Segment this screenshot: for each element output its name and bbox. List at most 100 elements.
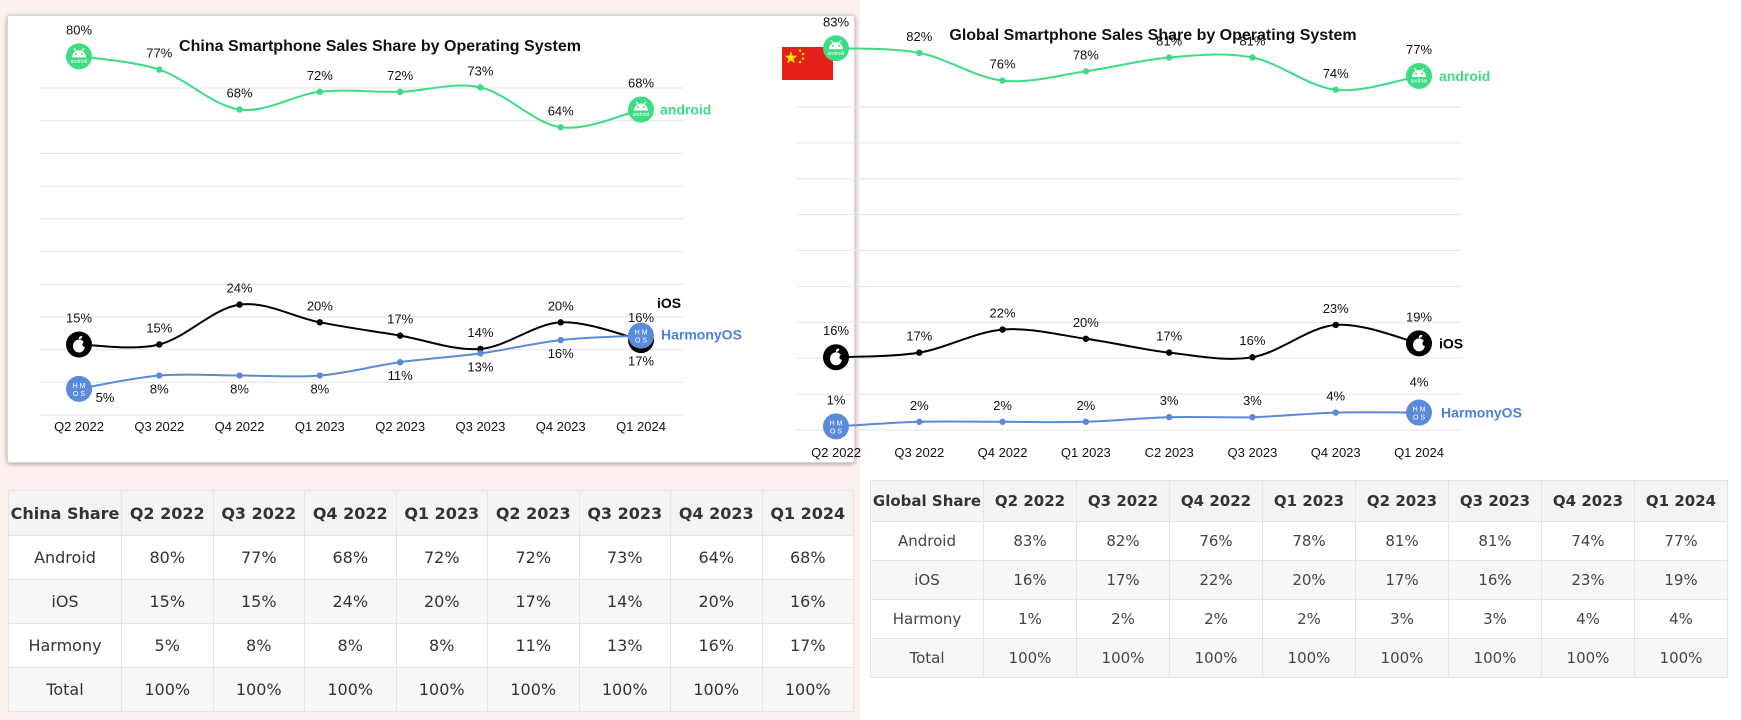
data-label-harmony: 11% bbox=[388, 368, 413, 383]
data-point-android bbox=[1332, 86, 1339, 93]
x-tick-label: Q2 2023 bbox=[375, 419, 425, 434]
data-point-android bbox=[396, 88, 404, 96]
table-row-label: Android bbox=[870, 521, 984, 561]
x-tick-label: Q1 2023 bbox=[1061, 445, 1111, 460]
table-cell: 100% bbox=[983, 638, 1077, 678]
x-tick-label: Q1 2024 bbox=[1394, 445, 1444, 460]
harmony-badge-text-bottom: O S bbox=[73, 391, 85, 398]
data-point-harmony bbox=[999, 418, 1006, 425]
table-cell: 81% bbox=[1448, 521, 1542, 561]
global-share-table: Global Share Q2 2022 Q3 2022 Q4 2022 Q1 2023… bbox=[870, 480, 1728, 678]
table-column-header: Q1 2024 bbox=[1634, 480, 1728, 522]
data-label-android: 78% bbox=[1073, 47, 1099, 62]
data-label-ios: 15% bbox=[66, 311, 92, 326]
harmonyos-hmos-icon: H MO S bbox=[823, 413, 849, 440]
table-row: Total 100% 100% 100% 100% 100% 100% 100% 100% bbox=[870, 638, 1728, 678]
data-label-android: 72% bbox=[387, 68, 413, 83]
table-row-label: Harmony bbox=[8, 623, 122, 668]
data-label-ios: 22% bbox=[990, 306, 1016, 321]
data-label-ios: 23% bbox=[1323, 301, 1349, 316]
table-cell: 20% bbox=[395, 579, 488, 624]
data-label-harmony: 8% bbox=[230, 382, 249, 397]
x-tick-label: Q2 2022 bbox=[54, 419, 104, 434]
table-cell: 68% bbox=[304, 535, 397, 580]
data-point-ios bbox=[1332, 321, 1339, 329]
table-cell: 100% bbox=[1355, 638, 1449, 678]
table-cell: 20% bbox=[1262, 560, 1356, 600]
harmony-badge-text-bottom: O S bbox=[635, 338, 647, 345]
table-row: iOS 15% 15% 24% 20% 17% 14% 20% 16% bbox=[8, 579, 854, 624]
table-row-label: Total bbox=[8, 667, 122, 712]
data-label-android: 80% bbox=[66, 22, 92, 37]
data-label-android: 81% bbox=[1239, 34, 1265, 49]
harmony-badge-text-top: H M bbox=[73, 383, 86, 390]
table-column-header: Q4 2023 bbox=[670, 490, 763, 536]
data-label-harmony: 17% bbox=[628, 354, 654, 369]
data-point-ios bbox=[396, 332, 404, 339]
data-label-android: 68% bbox=[628, 76, 654, 91]
android-robot-icon: android bbox=[628, 96, 654, 123]
table-cell: 76% bbox=[1169, 521, 1263, 561]
data-label-ios: 20% bbox=[548, 298, 574, 313]
table-cell: 15% bbox=[121, 579, 214, 624]
global-panel: Global Smartphone Sales Share by Operati… bbox=[797, 0, 1741, 720]
table-cell: 23% bbox=[1541, 560, 1635, 600]
data-label-ios: 15% bbox=[146, 321, 172, 336]
harmonyos-hmos-icon: H MO S bbox=[66, 375, 92, 402]
table-cell: 77% bbox=[212, 535, 305, 580]
data-label-android: 82% bbox=[906, 29, 932, 44]
series-line-ios bbox=[835, 323, 1420, 360]
data-label-android: 77% bbox=[1406, 42, 1432, 57]
data-label-android: 77% bbox=[146, 46, 172, 61]
table-cell: 13% bbox=[578, 623, 671, 668]
data-label-harmony: 3% bbox=[1160, 393, 1179, 408]
data-label-harmony: 5% bbox=[96, 390, 115, 405]
data-point-ios bbox=[999, 326, 1006, 333]
data-point-ios bbox=[1165, 349, 1173, 356]
table-row-label: Harmony bbox=[870, 599, 984, 639]
data-label-android: 72% bbox=[307, 68, 333, 83]
android-badge-text: android bbox=[828, 51, 845, 57]
data-point-harmony bbox=[396, 359, 404, 366]
table-cell: 8% bbox=[212, 623, 305, 668]
data-label-harmony: 4% bbox=[1326, 389, 1345, 404]
china-chart-card bbox=[7, 15, 855, 463]
table-cell: 16% bbox=[670, 623, 763, 668]
data-point-android bbox=[477, 84, 484, 91]
table-cell: 100% bbox=[212, 667, 305, 712]
series-legend-label-android: android bbox=[660, 102, 711, 118]
x-tick-label: Q4 2023 bbox=[1311, 445, 1361, 460]
data-label-android: 73% bbox=[467, 63, 493, 78]
data-point-harmony bbox=[1165, 413, 1173, 421]
data-point-harmony bbox=[557, 336, 564, 344]
x-tick-label: Q3 2023 bbox=[455, 419, 505, 434]
x-tick-label: Q4 2022 bbox=[978, 445, 1028, 460]
data-label-harmony: 8% bbox=[310, 382, 329, 397]
data-point-ios bbox=[477, 345, 484, 353]
table-cell: 100% bbox=[761, 667, 854, 712]
harmonyos-hmos-icon: H MO S bbox=[1406, 399, 1432, 426]
data-point-android bbox=[557, 124, 564, 131]
series-line-android bbox=[78, 55, 642, 129]
table-cell: 78% bbox=[1262, 521, 1356, 561]
table-corner-header: Global Share bbox=[870, 480, 984, 522]
data-label-harmony: 1% bbox=[827, 392, 846, 407]
table-cell: 80% bbox=[121, 535, 214, 580]
data-point-android bbox=[236, 106, 243, 113]
table-cell: 2% bbox=[1169, 599, 1263, 639]
table-column-header: Q3 2022 bbox=[1076, 480, 1170, 522]
table-cell: 8% bbox=[304, 623, 397, 668]
table-cell: 100% bbox=[121, 667, 214, 712]
x-tick-label: Q4 2022 bbox=[215, 419, 265, 434]
android-badge-text: android bbox=[71, 59, 88, 65]
data-point-harmony bbox=[1249, 413, 1256, 421]
data-label-harmony: 2% bbox=[1076, 398, 1095, 413]
x-tick-label: Q3 2022 bbox=[894, 445, 944, 460]
data-point-android bbox=[1082, 68, 1090, 75]
android-badge-text: android bbox=[633, 112, 650, 118]
data-label-harmony: 13% bbox=[467, 359, 493, 374]
data-label-harmony: 3% bbox=[1243, 393, 1262, 408]
data-label-android: 68% bbox=[227, 86, 253, 101]
table-cell: 100% bbox=[395, 667, 488, 712]
data-label-ios: 16% bbox=[823, 323, 849, 338]
